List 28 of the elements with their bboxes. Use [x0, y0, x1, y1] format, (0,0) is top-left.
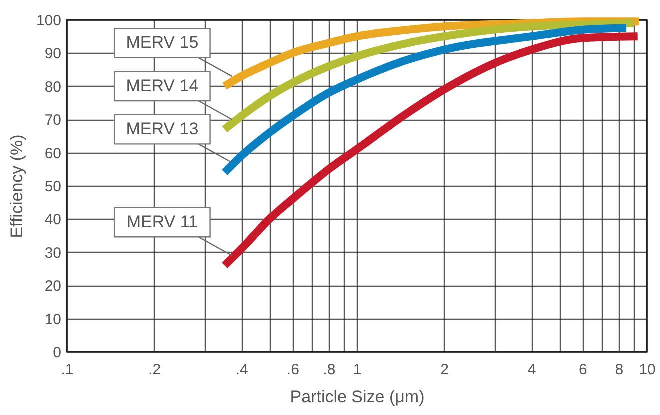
x-tick-label: .6 [286, 362, 300, 378]
y-tick-label: 30 [44, 244, 62, 262]
y-tick-label: 70 [44, 112, 62, 130]
y-axis-title: Efficiency (%) [7, 134, 26, 238]
x-tick-label: 8 [615, 362, 624, 378]
y-tick-label: 100 [36, 12, 62, 30]
y-tick-label: 50 [44, 178, 62, 196]
x-tick-label: .2 [148, 362, 162, 378]
y-tick-label: 80 [44, 78, 62, 96]
x-tick-label: 2 [440, 362, 449, 378]
x-tick-label: 10 [639, 362, 656, 378]
x-tick-label: .1 [61, 362, 74, 378]
x-tick-label: .8 [323, 362, 336, 378]
text: MERV 15 [126, 33, 199, 52]
y-tick-label: 40 [44, 212, 62, 229]
x-tick-label: 6 [578, 362, 588, 378]
y-tick-label: 10 [44, 311, 62, 328]
y-tick-label: 60 [44, 145, 62, 162]
y-tick-label: 0 [53, 344, 62, 362]
x-tick-label: 4 [528, 362, 536, 378]
x-tick-label: 1 [353, 362, 362, 378]
x-tick-label: .4 [236, 362, 248, 378]
text: MERV 11 [126, 212, 198, 232]
x-axis-title: Particle Size (μm) [290, 388, 425, 406]
text: MERV 13 [126, 120, 199, 139]
y-tick-label: 20 [44, 278, 62, 296]
y-tick-label: 90 [44, 46, 62, 63]
text: MERV 14 [126, 76, 199, 96]
